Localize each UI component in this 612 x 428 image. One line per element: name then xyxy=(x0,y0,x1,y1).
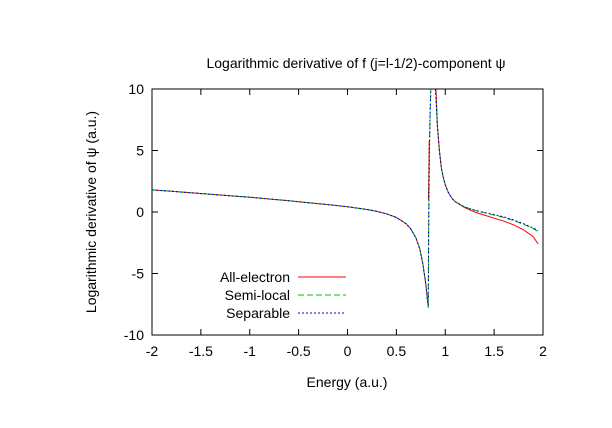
x-tick-label: 2 xyxy=(539,343,547,359)
series-line xyxy=(152,189,429,306)
x-tick-label: -2 xyxy=(146,343,159,359)
series-separable xyxy=(152,89,539,306)
x-tick-label: -0.5 xyxy=(287,343,311,359)
x-tick-label: -1.5 xyxy=(189,343,213,359)
y-tick-label: 0 xyxy=(136,204,144,220)
y-tick-label: -10 xyxy=(124,327,144,343)
series-line xyxy=(152,189,429,306)
plot-frame xyxy=(151,88,544,336)
series-line xyxy=(152,189,429,308)
legend-label: Semi-local xyxy=(225,287,290,303)
x-tick-label: -1 xyxy=(244,343,257,359)
series-line xyxy=(435,89,539,245)
y-tick-label: 5 xyxy=(136,143,144,159)
x-tick-label: 1.5 xyxy=(484,343,504,359)
legend-label: Separable xyxy=(226,305,290,321)
series-layer xyxy=(152,89,539,308)
x-axis-label: Energy (a.u.) xyxy=(307,374,388,390)
series-line xyxy=(435,89,539,231)
y-tick-label: -5 xyxy=(132,266,145,282)
series-semi-local xyxy=(152,89,539,308)
x-tick-label: 1 xyxy=(441,343,449,359)
x-tick-label: 0 xyxy=(344,343,352,359)
series-all-electron xyxy=(152,89,539,306)
y-axis-label: Logarithmic derivative of ψ (a.u.) xyxy=(83,111,99,313)
plot-area: -2 -1.5 -1 -0.5 0 0.5 1 1.5 2 -10 -5 0 5 10 xyxy=(124,81,547,359)
series-line xyxy=(435,89,539,233)
y-tick-label: 10 xyxy=(128,81,144,97)
ticks-layer: -2 -1.5 -1 -0.5 0 0.5 1 1.5 2 -10 -5 0 5 10 xyxy=(124,81,547,359)
chart-title: Logarithmic derivative of f (j=l-1/2)-co… xyxy=(206,55,505,71)
series-line xyxy=(427,89,432,308)
legend: All-electron Semi-local Separable xyxy=(220,269,346,321)
legend-label: All-electron xyxy=(220,269,290,285)
x-tick-label: 0.5 xyxy=(387,343,407,359)
series-line xyxy=(427,89,432,306)
